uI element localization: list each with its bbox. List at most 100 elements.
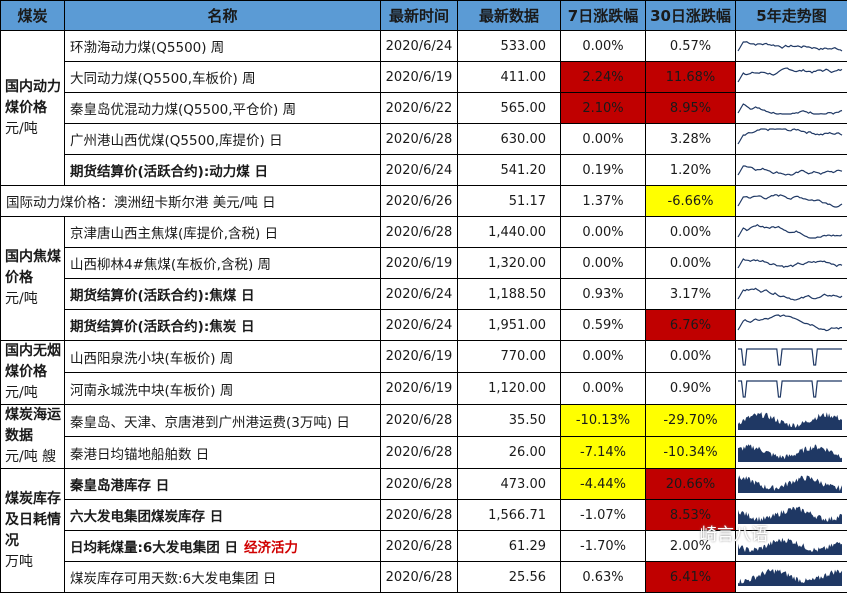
sparkline-chart [736, 438, 844, 464]
change-30d: 1.20% [646, 155, 736, 186]
sparkline-chart [736, 310, 844, 336]
row-name-cell: 日均耗煤量:6大发电集团 日经济活力 [65, 531, 381, 562]
sparkline-series [738, 42, 842, 51]
row-name: 秦皇岛港库存 日 [70, 478, 169, 494]
latest-value: 25.56 [458, 562, 561, 593]
row-name-cell: 河南永城洗中块(车板价) 周 [65, 373, 381, 405]
sparkline-series [738, 225, 842, 238]
row-extra-label: 经济活力 [244, 540, 298, 556]
change-30d: 6.76% [646, 310, 736, 341]
latest-value: 541.20 [458, 155, 561, 186]
sparkline-chart [736, 562, 844, 588]
row-name-cell: 期货结算价(活跃合约):动力煤 日 [65, 155, 381, 186]
change-7d: 0.63% [561, 562, 646, 593]
header-name: 名称 [65, 1, 381, 31]
category-unit: 元/吨 艘 [5, 447, 64, 468]
row-name-cell: 秦皇岛优混动力煤(Q5500,平仓价) 周 [65, 93, 381, 124]
sparkline-series [738, 129, 842, 144]
sparkline-series [738, 68, 842, 82]
latest-time: 2020/6/24 [381, 279, 458, 310]
trend-5y [736, 469, 847, 500]
latest-time: 2020/6/28 [381, 405, 458, 437]
sparkline-chart [736, 248, 844, 274]
sparkline-series [738, 166, 842, 175]
change-7d: 0.00% [561, 373, 646, 405]
latest-time: 2020/6/28 [381, 217, 458, 248]
row-name-cell: 山西阳泉洗小块(车板价) 周 [65, 341, 381, 373]
sparkline-series [738, 259, 842, 268]
latest-value: 51.17 [458, 186, 561, 217]
latest-value: 770.00 [458, 341, 561, 373]
row-name: 环渤海动力煤(Q5500) 周 [70, 40, 224, 56]
sparkline-series [738, 315, 842, 331]
row-name: 河南永城洗中块(车板价) 周 [70, 383, 233, 399]
latest-time: 2020/6/24 [381, 31, 458, 62]
sparkline-chart [736, 279, 844, 305]
category-cell: 国内无烟煤价格元/吨 [1, 341, 65, 405]
latest-value: 565.00 [458, 93, 561, 124]
category-unit: 元/吨 [5, 119, 64, 140]
row-name: 煤炭库存可用天数:6大发电集团 日 [70, 571, 276, 587]
sparkline-series [738, 569, 842, 586]
category-label: 国内动力煤价格 [5, 77, 64, 119]
sparkline-series [738, 104, 842, 114]
latest-value: 1,120.00 [458, 373, 561, 405]
change-30d: 20.66% [646, 469, 736, 500]
latest-time: 2020/6/28 [381, 124, 458, 155]
row-name: 日均耗煤量:6大发电集团 日 [70, 540, 238, 556]
latest-time: 2020/6/19 [381, 373, 458, 405]
header-value: 最新数据 [458, 1, 561, 31]
category-label: 国内焦煤价格 [5, 247, 64, 289]
latest-value: 533.00 [458, 31, 561, 62]
row-name-cell: 京津唐山西主焦煤(库提价,含税) 日 [65, 217, 381, 248]
row-name-cell: 环渤海动力煤(Q5500) 周 [65, 31, 381, 62]
change-30d: 0.00% [646, 217, 736, 248]
trend-5y [736, 248, 847, 279]
change-7d: -10.13% [561, 405, 646, 437]
trend-5y [736, 405, 847, 437]
sparkline-chart [736, 342, 844, 368]
change-30d: 11.68% [646, 62, 736, 93]
row-name: 山西阳泉洗小块(车板价) 周 [70, 351, 233, 367]
latest-time: 2020/6/24 [381, 310, 458, 341]
sparkline-chart [736, 124, 844, 150]
row-name-cell: 广州港山西优煤(Q5500,库提价) 日 [65, 124, 381, 155]
sparkline-series [738, 288, 842, 300]
change-30d: 3.17% [646, 279, 736, 310]
change-30d: -29.70% [646, 405, 736, 437]
change-30d: 0.90% [646, 373, 736, 405]
row-name: 广州港山西优煤(Q5500,库提价) 日 [70, 133, 283, 149]
latest-time: 2020/6/24 [381, 155, 458, 186]
latest-value: 1,951.00 [458, 310, 561, 341]
latest-time: 2020/6/26 [381, 186, 458, 217]
latest-time: 2020/6/28 [381, 500, 458, 531]
change-7d: 1.37% [561, 186, 646, 217]
trend-5y [736, 562, 847, 593]
change-30d: 0.00% [646, 248, 736, 279]
trend-5y [736, 310, 847, 341]
category-label: 煤炭海运数据 [5, 405, 64, 447]
change-30d: -6.66% [646, 186, 736, 217]
latest-value: 411.00 [458, 62, 561, 93]
row-name-cell: 秦皇岛、天津、京唐港到广州港运费(3万吨) 日 [65, 405, 381, 437]
sparkline-chart [736, 62, 844, 88]
trend-5y [736, 217, 847, 248]
header-7d-change: 7日涨跌幅 [561, 1, 646, 31]
change-7d: 0.00% [561, 217, 646, 248]
change-30d: -10.34% [646, 437, 736, 469]
change-7d: 0.00% [561, 124, 646, 155]
change-30d: 6.41% [646, 562, 736, 593]
category-cell: 国内动力煤价格元/吨 [1, 31, 65, 186]
latest-time: 2020/6/28 [381, 437, 458, 469]
row-name: 秦港日均锚地船舶数 日 [70, 447, 209, 463]
sparkline-series [738, 349, 842, 365]
change-30d: 3.28% [646, 124, 736, 155]
